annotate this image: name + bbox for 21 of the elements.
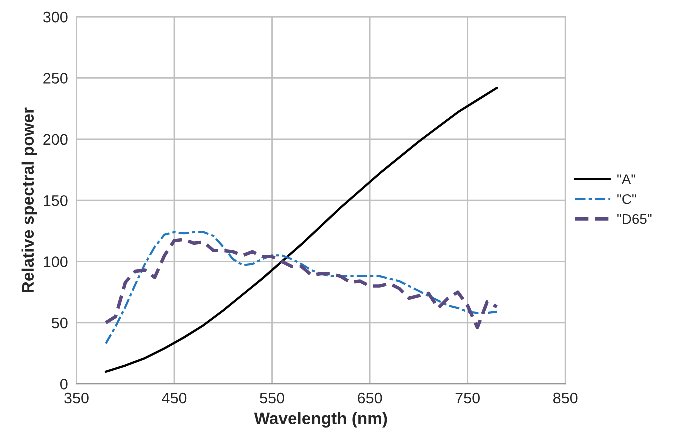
line-series [105,231,498,345]
x-axis-title: Wavelength (nm) [254,412,388,428]
line-series [104,86,498,373]
y-tick-label: 100 [44,256,68,268]
y-tick-label: 50 [52,318,68,329]
x-tick-label: 750 [456,392,480,404]
x-tick-label: 450 [162,392,187,404]
x-tick-label: 850 [554,392,578,404]
y-axis-title: Relative spectral power [22,108,38,293]
x-tick-label: 350 [64,392,89,404]
y-tick-label: 200 [44,134,68,146]
y-tick-label: 150 [44,195,68,206]
y-tick-label: 0 [60,378,68,390]
y-tick-label: 300 [43,12,68,23]
x-tick-label: 550 [260,392,284,404]
y-tick-label: 250 [44,73,68,84]
legend-label: "A" [618,174,636,184]
line-series [104,238,499,330]
legend-label: "D65" [618,214,652,224]
x-tick-label: 650 [358,392,382,404]
legend-label: "C" [618,194,636,204]
